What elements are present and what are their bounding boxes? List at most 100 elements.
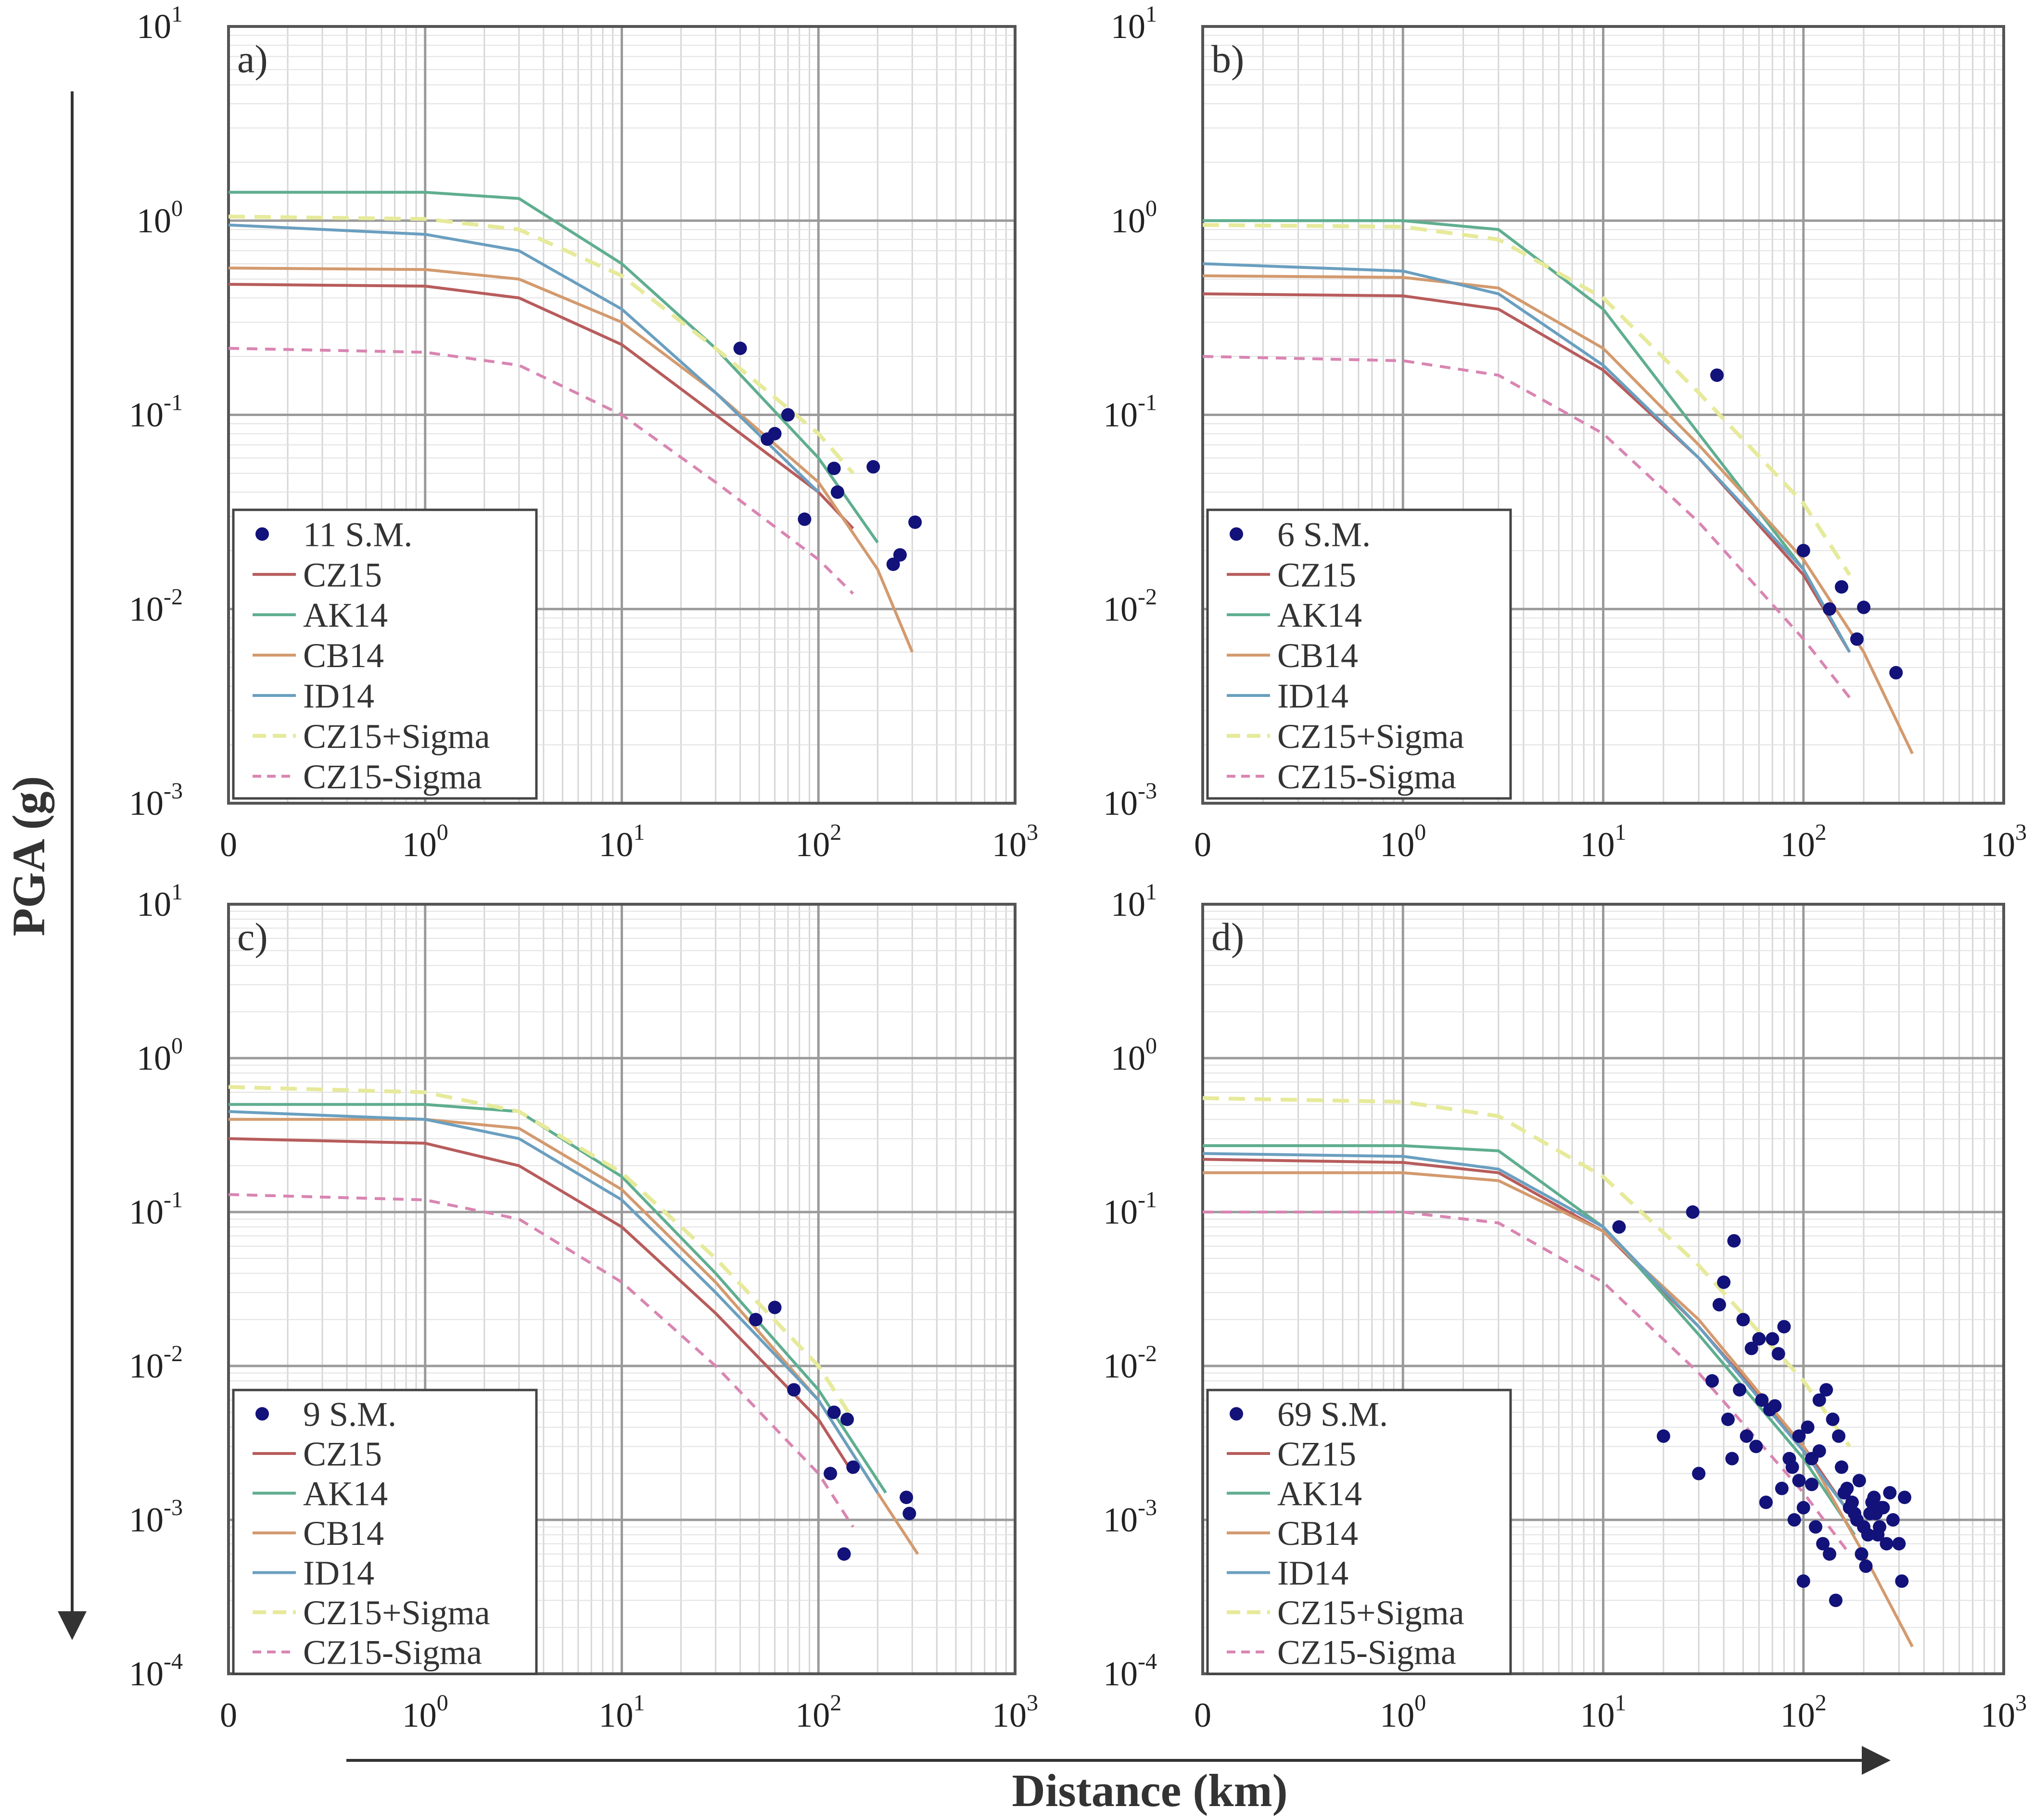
data-point [840, 1412, 854, 1426]
data-point [866, 460, 880, 474]
data-point [1733, 1383, 1747, 1397]
legend-label: ID14 [1277, 1554, 1348, 1592]
data-point [1852, 1474, 1866, 1488]
panel-label: a) [237, 37, 268, 81]
y-tick-label: 100 [137, 196, 183, 240]
x-tick-label: 100 [1380, 820, 1426, 864]
data-point [768, 427, 782, 441]
legend-label: ID14 [303, 1554, 374, 1592]
plot-frame [227, 903, 1017, 1675]
y-tick-label: 10-4 [129, 1649, 183, 1693]
data-point [1785, 1460, 1799, 1474]
data-point [1759, 1495, 1773, 1509]
data-point [1840, 1481, 1854, 1495]
data-point [1850, 1513, 1864, 1527]
series-id14 [229, 1110, 879, 1494]
y-axis-title: PGA (g) [3, 776, 54, 936]
data-point [1863, 1506, 1877, 1520]
data-point [1725, 1452, 1739, 1466]
y-tick-label: 10-2 [129, 584, 183, 628]
data-point [830, 485, 844, 499]
y-tick-label: 10-2 [129, 1341, 183, 1385]
y-tick-label: 100 [1111, 196, 1157, 240]
data-point [1829, 1593, 1843, 1607]
legend-label: AK14 [303, 1475, 388, 1513]
legend-marker [1230, 1407, 1243, 1421]
data-point [1771, 1347, 1785, 1361]
plot-frame [1201, 903, 2005, 1675]
legend-label: CB14 [1277, 1514, 1358, 1553]
panel-label: b) [1211, 37, 1244, 81]
legend-label: CZ15+Sigma [1277, 717, 1464, 756]
data-point [1812, 1393, 1826, 1407]
panel-a: 0 100 101 102 103 10-3 10-2 10-1 100 101 a) 11 S.M.… [129, 1, 1038, 864]
data-point [1740, 1429, 1754, 1443]
data-point [893, 548, 907, 562]
data-point [1787, 1513, 1801, 1527]
data-point [1796, 1574, 1810, 1588]
legend-label: ID14 [1277, 677, 1348, 715]
data-point [1819, 1383, 1833, 1397]
data-point [827, 1405, 841, 1419]
legend-label: AK14 [303, 596, 388, 634]
x-tick-label: 101 [1580, 1690, 1627, 1734]
legend-label: CB14 [303, 636, 384, 675]
series-ak14 [229, 190, 879, 543]
data-point [1755, 1393, 1769, 1407]
series-id14 [1203, 1152, 1856, 1521]
y-tick-label: 10-3 [1103, 1495, 1157, 1539]
y-tick-label: 101 [1111, 879, 1157, 923]
x-tick-label: 103 [992, 820, 1038, 864]
x-tick-label: 101 [599, 820, 645, 864]
data-point [1744, 1341, 1758, 1355]
data-point [1796, 543, 1810, 557]
data-point [1855, 1547, 1869, 1561]
x-tick-label: 103 [1981, 820, 2027, 864]
data-point [1710, 368, 1724, 382]
data-point [1859, 1559, 1873, 1573]
data-point [781, 408, 795, 422]
x-tick-label: 0 [220, 1696, 237, 1734]
data-point [1752, 1332, 1766, 1346]
series-cz15-sigma [1203, 355, 1851, 699]
x-tick-label: 103 [992, 1690, 1038, 1734]
data-point [886, 557, 900, 571]
data-points [1710, 368, 1903, 680]
data-point [1792, 1429, 1806, 1443]
legend-label: 69 S.M. [1277, 1395, 1388, 1434]
data-point [768, 1301, 782, 1314]
data-point [1705, 1374, 1719, 1388]
data-points [733, 341, 922, 571]
data-point [1823, 1547, 1837, 1561]
plot-frame [227, 25, 1017, 805]
data-point [900, 1491, 914, 1504]
legend-marker [255, 1407, 269, 1421]
y-tick-label: 101 [1111, 1, 1157, 46]
data-point [1801, 1420, 1815, 1434]
data-point [1886, 1513, 1900, 1527]
y-tick-label: 10-1 [1103, 390, 1157, 434]
legend-label: CZ15 [303, 1435, 382, 1473]
legend-label: CZ15 [303, 556, 382, 594]
y-tick-label: 10-4 [1103, 1649, 1157, 1693]
data-point [1775, 1481, 1789, 1495]
data-point [1749, 1440, 1763, 1453]
data-point [1736, 1313, 1750, 1327]
series-cz15 [229, 283, 854, 530]
data-point [1871, 1528, 1885, 1542]
data-point [908, 515, 922, 529]
legend-label: AK14 [1277, 1475, 1362, 1513]
data-point [1727, 1234, 1741, 1248]
data-point [787, 1383, 801, 1397]
legend-label: 9 S.M. [303, 1395, 396, 1434]
series-cz15 [229, 1137, 854, 1475]
x-tick-label: 0 [220, 825, 237, 864]
data-point [1712, 1298, 1726, 1312]
data-point [827, 461, 841, 475]
data-point [1861, 1528, 1875, 1542]
legend-label: ID14 [303, 677, 374, 715]
legend-marker [255, 527, 269, 541]
legend: 69 S.M.CZ15AK14CB14ID14CZ15+SigmaCZ15-Si… [1206, 1389, 1512, 1675]
